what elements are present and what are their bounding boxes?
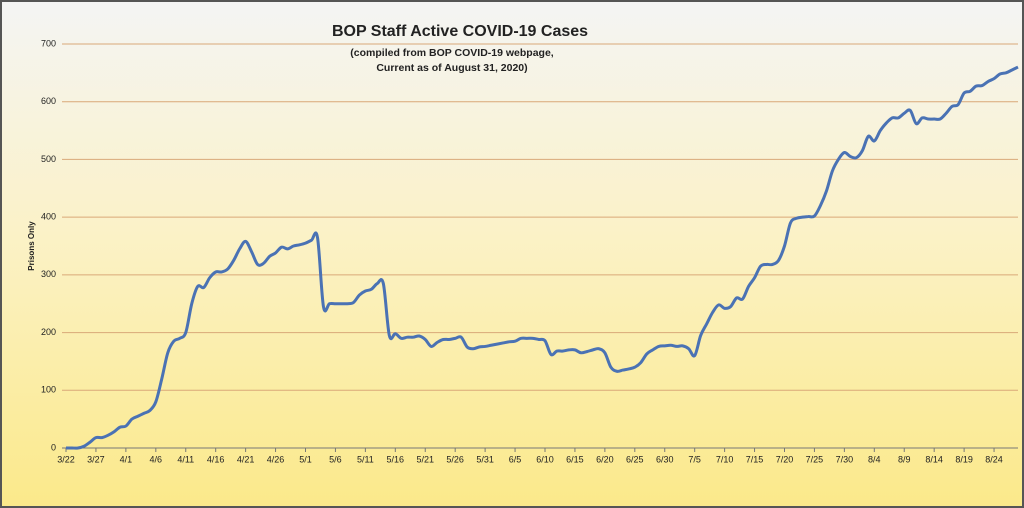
x-tick-label: 6/5 xyxy=(509,454,522,464)
x-tick-label: 8/14 xyxy=(925,454,943,464)
x-tick-label: 5/1 xyxy=(299,454,312,464)
x-tick-label: 7/20 xyxy=(776,454,794,464)
x-tick-label: 3/22 xyxy=(57,454,75,464)
data-line xyxy=(66,65,1019,450)
x-tick-label: 4/16 xyxy=(207,454,225,464)
y-tick-label: 500 xyxy=(41,154,56,164)
x-tick-label: 5/6 xyxy=(329,454,342,464)
x-tick-label: 8/9 xyxy=(898,454,911,464)
y-tick-label: 400 xyxy=(41,212,56,222)
x-tick-label: 7/5 xyxy=(688,454,701,464)
x-tick-label: 8/4 xyxy=(868,454,881,464)
x-tick-label: 7/10 xyxy=(716,454,734,464)
x-tick-label: 6/30 xyxy=(656,454,674,464)
x-tick-label: 7/30 xyxy=(836,454,854,464)
x-tick-label: 4/6 xyxy=(150,454,163,464)
x-tick-label: 4/11 xyxy=(177,454,194,464)
y-tick-label: 200 xyxy=(41,327,56,337)
x-tick-label: 4/1 xyxy=(120,454,133,464)
x-tick-label: 7/25 xyxy=(806,454,824,464)
x-tick-label: 6/25 xyxy=(626,454,644,464)
x-tick-label: 4/21 xyxy=(237,454,255,464)
x-tick-label: 8/19 xyxy=(955,454,973,464)
chart-subtitle: (compiled from BOP COVID-19 webpage, xyxy=(350,47,554,59)
x-tick-label: 6/15 xyxy=(566,454,584,464)
x-tick-label: 7/15 xyxy=(746,454,764,464)
x-tick-label: 6/20 xyxy=(596,454,614,464)
x-tick-label: 8/24 xyxy=(985,454,1003,464)
x-tick-label: 3/27 xyxy=(87,454,105,464)
x-tick-label: 4/26 xyxy=(267,454,285,464)
y-tick-label: 0 xyxy=(51,442,56,452)
x-tick-label: 5/31 xyxy=(476,454,494,464)
x-tick-label: 5/11 xyxy=(357,454,374,464)
x-tick-label: 5/16 xyxy=(387,454,405,464)
y-tick-label: 700 xyxy=(41,38,56,48)
chart-title: BOP Staff Active COVID-19 Cases xyxy=(332,23,588,40)
chart-subtitle: Current as of August 31, 2020) xyxy=(376,62,527,74)
y-tick-label: 600 xyxy=(41,96,56,106)
y-axis-label: Prisons Only xyxy=(27,221,36,271)
x-tick-label: 5/21 xyxy=(416,454,434,464)
y-tick-label: 300 xyxy=(41,269,56,279)
x-tick-label: 5/26 xyxy=(446,454,464,464)
x-tick-label: 6/10 xyxy=(536,454,554,464)
y-tick-label: 100 xyxy=(41,385,56,395)
